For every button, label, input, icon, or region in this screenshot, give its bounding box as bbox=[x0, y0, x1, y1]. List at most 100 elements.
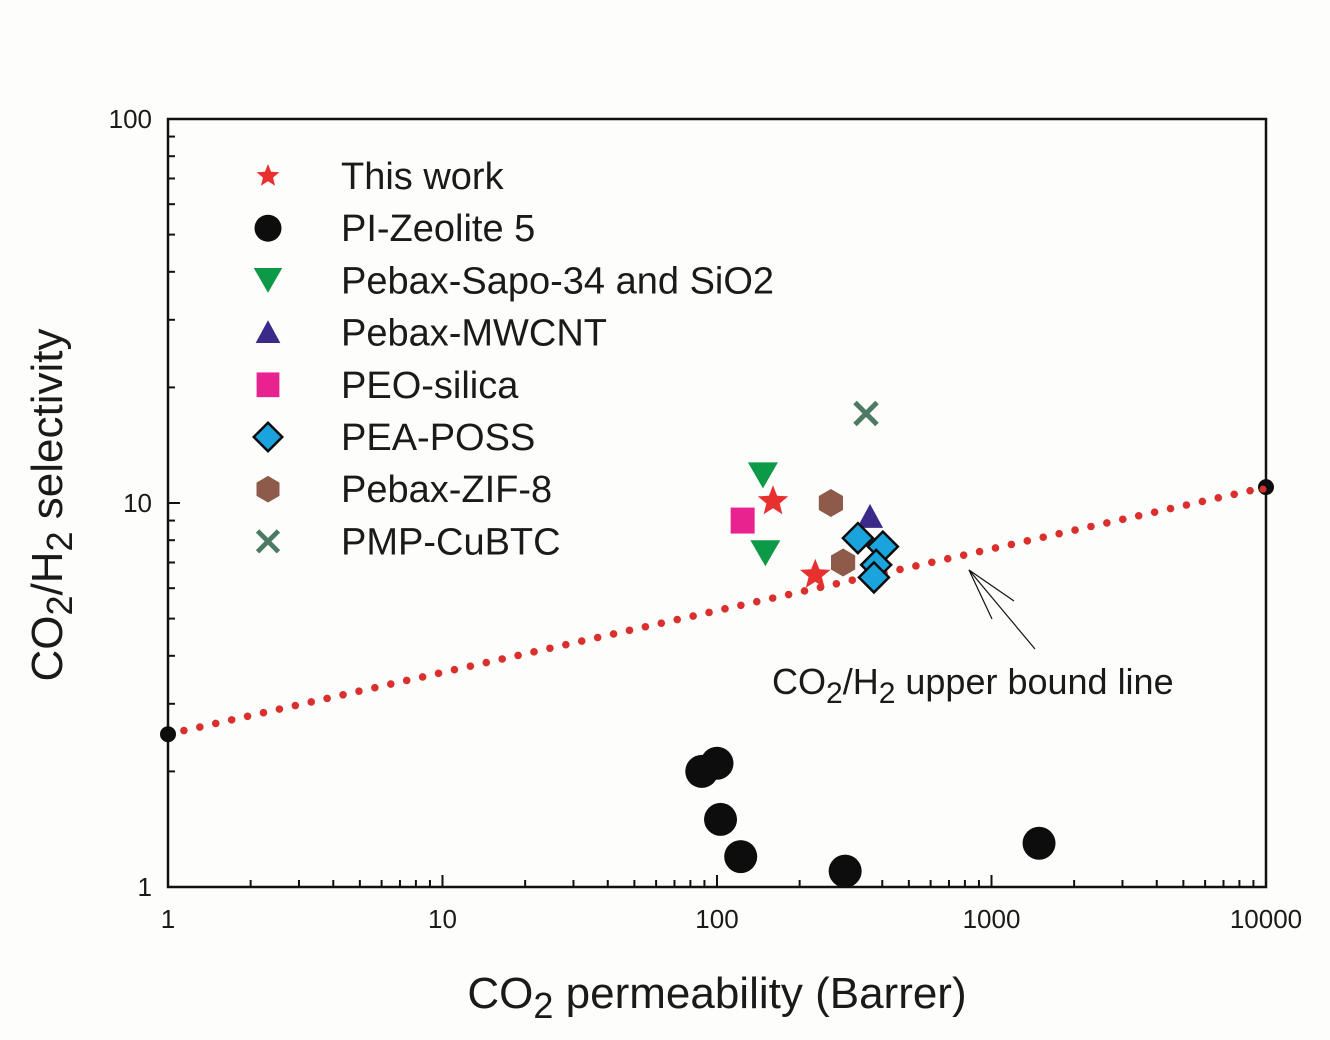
upper-bound-dot bbox=[1182, 501, 1191, 509]
legend-marker-pebax-zif-8 bbox=[256, 475, 280, 503]
legend-item-pi-zeolite-5: PI-Zeolite 5 bbox=[254, 208, 535, 250]
upper-bound-dot bbox=[800, 587, 809, 595]
legend-item-peo-silica: PEO-silica bbox=[256, 365, 519, 407]
upper-bound-dot bbox=[386, 680, 395, 688]
upper-bound-dot bbox=[609, 630, 618, 638]
upper-bound-dot bbox=[1134, 511, 1143, 520]
data-point-pi-zeolite-5 bbox=[700, 746, 734, 780]
upper-bound-dot bbox=[371, 683, 379, 692]
upper-bound-annotation: CO2/H2 upper bound line bbox=[772, 569, 1174, 710]
upper-bound-dot bbox=[546, 644, 554, 653]
upper-bound-dot bbox=[641, 622, 650, 631]
upper-bound-dot bbox=[259, 708, 268, 717]
upper-bound-dot bbox=[243, 712, 252, 721]
upper-bound-dot bbox=[1230, 490, 1238, 499]
x-tick-label: 10 bbox=[428, 904, 457, 934]
legend-item-this-work: This work bbox=[256, 156, 505, 198]
upper-bound-endpoint bbox=[160, 726, 176, 743]
upper-bound-dot bbox=[1198, 497, 1207, 506]
legend-item-pebax-mwcnt: Pebax-MWCNT bbox=[255, 313, 607, 355]
upper-bound-dot bbox=[832, 579, 841, 588]
upper-bound-dot bbox=[1103, 519, 1111, 527]
data-point-pi-zeolite-5 bbox=[1022, 826, 1056, 860]
upper-bound-dot bbox=[784, 590, 793, 599]
upper-bound-dot bbox=[1259, 485, 1267, 493]
data-point-this-work bbox=[800, 558, 831, 588]
upper-bound-dot bbox=[721, 605, 729, 613]
upper-bound-dot bbox=[975, 547, 984, 556]
upper-bound-dot bbox=[355, 687, 363, 696]
data-points bbox=[685, 400, 1056, 888]
data-point-pi-zeolite-5 bbox=[704, 802, 738, 836]
legend-marker-pi-zeolite-5 bbox=[254, 214, 282, 242]
legend-marker-peo-silica bbox=[256, 372, 280, 398]
data-point-pi-zeolite-5 bbox=[828, 854, 862, 888]
upper-bound-dot bbox=[562, 640, 570, 649]
x-tick-label: 1000 bbox=[963, 904, 1021, 934]
y-axis-title: CO2/H2 selectivity bbox=[23, 328, 80, 681]
x-tick-label: 10000 bbox=[1230, 904, 1302, 934]
upper-bound-dot bbox=[418, 673, 427, 681]
y-tick-label: 10 bbox=[123, 488, 152, 518]
legend-item-pebax-zif-8: Pebax-ZIF-8 bbox=[256, 469, 552, 511]
upper-bound-dot bbox=[737, 601, 745, 610]
legend-marker-pebax-sapo-34-and-sio2 bbox=[253, 268, 283, 293]
upper-bound-dot bbox=[593, 633, 602, 642]
upper-bound-dot bbox=[1007, 540, 1016, 549]
upper-bound-dot bbox=[943, 554, 952, 563]
data-point-pebax-sapo-34-and-sio2 bbox=[747, 462, 778, 489]
upper-bound-dot bbox=[1023, 537, 1032, 545]
upper-bound-dot bbox=[1246, 486, 1254, 495]
upper-bound-dot bbox=[959, 551, 968, 559]
upper-bound-dot bbox=[482, 658, 491, 667]
upper-bound-dot bbox=[848, 576, 857, 585]
upper-bound-dot bbox=[275, 705, 284, 713]
data-point-pebax-sapo-34-and-sio2 bbox=[750, 540, 781, 567]
upper-bound-dot bbox=[1039, 533, 1048, 542]
upper-bound-dot bbox=[402, 676, 411, 685]
y-tick-label: 1 bbox=[138, 872, 152, 902]
upper-bound-dot bbox=[466, 662, 475, 670]
upper-bound-dot bbox=[323, 694, 331, 703]
legend-item-pebax-sapo-34-and-sio2: Pebax-Sapo-34 and SiO2 bbox=[253, 260, 774, 302]
data-point-pi-zeolite-5 bbox=[724, 840, 758, 874]
upper-bound-dot bbox=[991, 544, 1000, 552]
data-point-pebax-zif-8 bbox=[831, 548, 856, 577]
upper-bound-dot bbox=[689, 612, 697, 620]
upper-bound-line bbox=[160, 479, 1274, 743]
annotation-text: CO2/H2 upper bound line bbox=[772, 661, 1174, 710]
upper-bound-dot bbox=[657, 619, 666, 627]
upper-bound-dot bbox=[196, 723, 204, 731]
upper-bound-dot bbox=[1150, 508, 1159, 516]
annotation-arrow-shaft bbox=[968, 569, 1036, 650]
data-point-peo-silica bbox=[730, 507, 755, 534]
annotation-arrowhead bbox=[968, 569, 1015, 602]
upper-bound-dot bbox=[211, 719, 220, 728]
upper-bound-dot bbox=[1166, 504, 1175, 513]
x-axis-title: CO2 permeability (Barrer) bbox=[467, 969, 966, 1026]
legend-label: PI-Zeolite 5 bbox=[341, 208, 535, 250]
upper-bound-dot bbox=[625, 626, 634, 635]
ticks: 1 10 100 1000 10000 1 10 100 bbox=[109, 104, 1303, 934]
x-stroke bbox=[853, 400, 879, 427]
legend-marker-pmp-cubtc bbox=[255, 529, 281, 554]
legend-label: PMP-CuBTC bbox=[341, 521, 561, 563]
upper-bound-dot bbox=[673, 615, 682, 624]
upper-bound-dot bbox=[1214, 494, 1223, 502]
upper-bound-dot bbox=[912, 562, 920, 570]
y-tick-label: 100 bbox=[109, 104, 152, 134]
data-point-pea-poss bbox=[857, 560, 891, 595]
x-tick-label: 100 bbox=[695, 904, 738, 934]
data-point-pebax-mwcnt bbox=[857, 503, 884, 528]
legend-item-pea-poss: PEA-POSS bbox=[251, 417, 535, 459]
legend-label: Pebax-MWCNT bbox=[341, 313, 607, 355]
upper-bound-dot bbox=[752, 597, 761, 606]
upper-bound-dot bbox=[1071, 526, 1079, 534]
upper-bound-dot bbox=[450, 665, 459, 674]
legend-label: PEO-silica bbox=[341, 365, 519, 407]
legend-label: Pebax-Sapo-34 and SiO2 bbox=[341, 260, 774, 302]
legend-label: Pebax-ZIF-8 bbox=[341, 469, 552, 511]
legend-label: This work bbox=[341, 156, 505, 198]
upper-bound-dot bbox=[530, 648, 538, 656]
legend-marker-pea-poss bbox=[251, 420, 285, 454]
